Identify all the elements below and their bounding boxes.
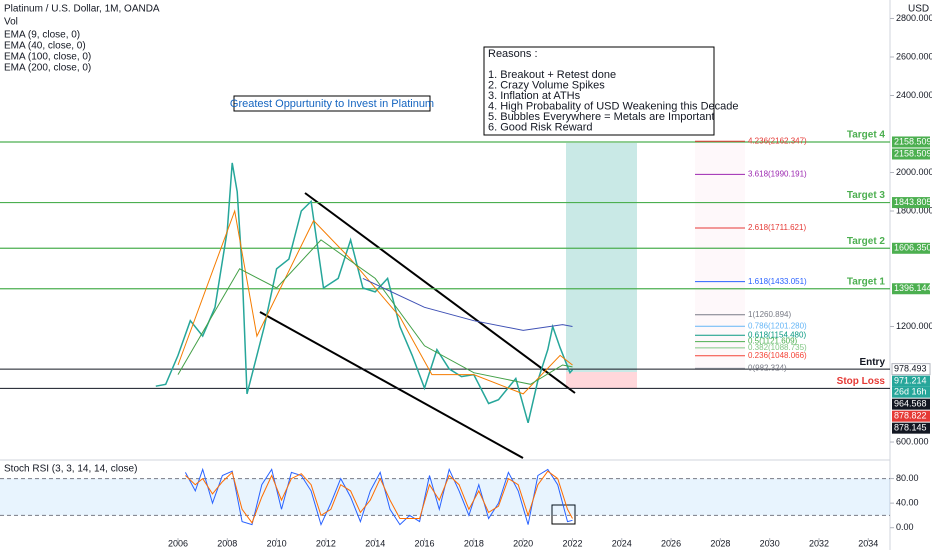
y-tick-label: 600.000 — [896, 436, 929, 446]
level-label: Entry — [859, 357, 885, 368]
axis-tag-label: 1396.144 — [894, 283, 932, 293]
countdown: 26d 16h — [894, 387, 927, 397]
y-tick-label: 1200.000 — [896, 321, 932, 331]
axis-tag — [892, 197, 930, 209]
x-tick-label: 2020 — [513, 538, 533, 548]
target-label: Target 4 — [847, 130, 886, 141]
x-tick-label: 2022 — [562, 538, 582, 548]
axis-tag-label: 1843.805 — [894, 197, 932, 207]
volume-label: Vol — [4, 17, 18, 28]
stoch-title: Stoch RSI (3, 3, 14, 14, close) — [4, 464, 137, 475]
profit-zone — [566, 143, 637, 372]
axis-tag-label: 2158.509 — [894, 148, 932, 158]
y-tick-label: 2600.000 — [896, 51, 932, 61]
trendline-lower — [259, 311, 524, 459]
x-tick-label: 2028 — [710, 538, 730, 548]
axis-tag — [892, 242, 930, 254]
axis-tag — [892, 410, 930, 422]
axis-tag — [892, 375, 930, 387]
legend-entry: EMA (200, close, 0) — [4, 63, 91, 74]
level-label: Stop Loss — [837, 376, 886, 387]
series-line — [184, 467, 573, 527]
fib-label: 0(982.324) — [748, 364, 787, 373]
y-tick-label: 40.00 — [896, 498, 919, 508]
y-tick-label: 2800.000 — [896, 13, 932, 23]
axis-tag — [891, 363, 931, 376]
axis-tag-label: 964.568 — [894, 399, 927, 409]
y-tick-label: 2400.000 — [896, 90, 932, 100]
axis-tag-label: 2158.509 — [894, 136, 932, 146]
loss-zone — [566, 372, 637, 388]
axis-tag — [892, 398, 930, 410]
series-line — [155, 162, 574, 424]
x-tick-label: 2034 — [858, 538, 878, 548]
countdown-tag — [892, 386, 930, 398]
fib-label: 2.618(1711.621) — [748, 223, 806, 232]
y-tick-label: 1800.000 — [896, 205, 932, 215]
fib-label: 0.236(1048.066) — [748, 351, 807, 360]
fib-label: 0.786(1201.280) — [748, 321, 807, 330]
y-tick-label: 0.00 — [896, 522, 914, 532]
series-line — [362, 277, 573, 331]
axis-tag — [892, 136, 930, 148]
fib-label: 0.618(1154.480) — [748, 330, 806, 339]
target-label: Target 3 — [847, 190, 886, 201]
y-tick-label: 80.00 — [896, 473, 919, 483]
reason: 6. Good Risk Reward — [488, 121, 593, 133]
x-tick-label: 2012 — [316, 538, 336, 548]
legend-entry: EMA (100, close, 0) — [4, 52, 91, 63]
callout: Greatest Oppurtunity to Invest in Platin… — [230, 98, 434, 110]
fib-area — [695, 142, 745, 370]
header: Platinum / U.S. Dollar, 1M, OANDA Vol US… — [4, 4, 929, 475]
axis-tag — [892, 422, 930, 434]
legend-entry: EMA (9, close, 0) — [4, 30, 80, 41]
series-line — [185, 470, 573, 524]
axis-tag-label: 978.493 — [894, 364, 927, 374]
reason: Reasons : — [488, 48, 538, 60]
x-tick-label: 2024 — [612, 538, 632, 548]
x-tick-label: 2010 — [267, 538, 287, 548]
stoch-band — [0, 478, 890, 516]
fib-label: 3.618(1990.191) — [748, 169, 807, 178]
x-tick-label: 2006 — [168, 538, 188, 548]
reason: 5. Bubbles Everywhere = Metals are Impor… — [488, 111, 715, 123]
chart-title: Platinum / U.S. Dollar, 1M, OANDA — [4, 4, 160, 15]
reason: 4. High Probabality of USD Weakening thi… — [488, 100, 739, 112]
axis-tag — [892, 148, 930, 160]
fib-label: 0.5(1121.609) — [748, 337, 798, 346]
axis-tag — [892, 283, 930, 295]
x-tick-label: 2032 — [809, 538, 829, 548]
reasons-box — [483, 46, 715, 136]
x-tick-label: 2008 — [217, 538, 237, 548]
reason: 3. Inflation at ATHs — [488, 90, 581, 102]
series-line — [177, 239, 573, 385]
fib-label: 1(1260.894) — [748, 310, 791, 319]
axis-tag-label: 878.145 — [894, 423, 927, 433]
axis-tag-label: 1606.350 — [894, 243, 932, 253]
x-tick-label: 2030 — [760, 538, 780, 548]
trendline-upper — [304, 192, 576, 394]
fib-label: 1.618(1433.051) — [748, 277, 807, 286]
x-tick-label: 2026 — [661, 538, 681, 548]
target-label: Target 2 — [847, 236, 886, 247]
callout-box — [233, 95, 431, 112]
x-tick-label: 2014 — [365, 538, 385, 548]
price-pane — [566, 142, 745, 388]
reason: 1. Breakout + Retest done — [488, 69, 616, 81]
x-tick-label: 2018 — [464, 538, 484, 548]
reason: 2. Crazy Volume Spikes — [488, 79, 605, 91]
fib-label: 4.236(2162.347) — [748, 136, 807, 145]
fib-label: 0.382(1088.735) — [748, 343, 807, 352]
axis-tag-label: 878.822 — [894, 411, 927, 421]
currency: USD — [908, 4, 929, 15]
target-label: Target 1 — [847, 276, 886, 287]
y-tick-label: 2000.000 — [896, 167, 932, 177]
legend-entry: EMA (40, close, 0) — [4, 41, 86, 52]
x-tick-label: 2016 — [415, 538, 435, 548]
axis-tag-label: 971.214 — [894, 376, 927, 386]
